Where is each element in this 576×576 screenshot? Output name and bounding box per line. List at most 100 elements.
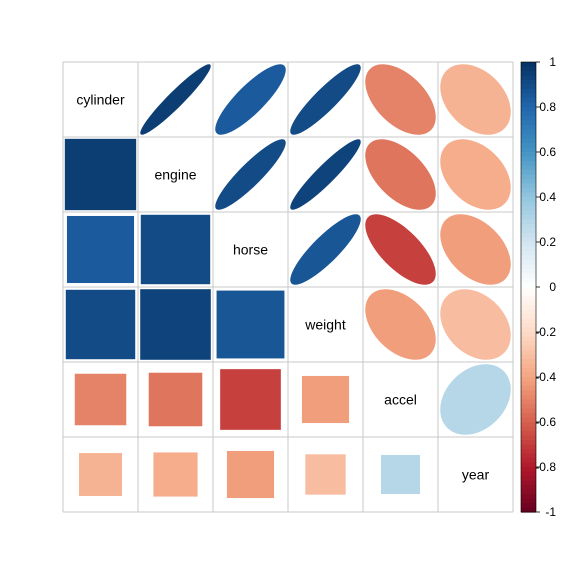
colorbar-band	[521, 345, 536, 351]
colorbar-band	[521, 84, 536, 90]
colorbar-band	[521, 440, 536, 446]
colorbar-band	[521, 107, 536, 113]
ellipse-cylinder-horse	[215, 64, 286, 135]
colorbar-band	[521, 278, 536, 284]
colorbar-band	[521, 147, 536, 153]
colorbar-band	[521, 395, 536, 401]
colorbar-tick-label: 0.4	[539, 190, 556, 204]
square-weight-horse	[215, 289, 286, 360]
colorbar-band	[521, 480, 536, 486]
colorbar-band	[521, 255, 536, 261]
colorbar-tick-label: 0	[549, 280, 556, 294]
square-accel-horse	[219, 368, 282, 431]
colorbar-band	[521, 341, 536, 347]
colorbar-tick-label: -0.4	[535, 370, 556, 384]
colorbar-band	[521, 228, 536, 234]
colorbar-band	[521, 183, 536, 189]
colorbar-band	[521, 386, 536, 392]
colorbar-band	[521, 291, 536, 297]
colorbar-band	[521, 296, 536, 302]
square-year-cylinder	[78, 452, 123, 497]
colorbar-band	[521, 332, 536, 338]
colorbar-band	[521, 62, 536, 68]
square-weight-cylinder	[64, 288, 137, 361]
colorbar-band	[521, 327, 536, 333]
colorbar-band	[521, 287, 536, 293]
colorbar-band	[521, 467, 536, 473]
colorbar-tick-label: 0.8	[539, 100, 556, 114]
colorbar-band	[521, 408, 536, 414]
colorbar-band	[521, 269, 536, 275]
variable-label-accel: accel	[384, 392, 417, 408]
square-accel-engine	[147, 371, 204, 428]
colorbar-band	[521, 201, 536, 207]
colorbar-band	[521, 476, 536, 482]
diagonal-labels: cylinder engine horse weight accel year	[76, 92, 489, 483]
colorbar-band	[521, 363, 536, 369]
colorbar-band	[521, 377, 536, 383]
colorbar-tick-label: 0.2	[539, 235, 556, 249]
colorbar-band	[521, 453, 536, 459]
colorbar-band	[521, 129, 536, 135]
colorbar-band	[521, 426, 536, 432]
colorbar-band	[521, 170, 536, 176]
colorbar-band	[521, 192, 536, 198]
colorbar-band	[521, 143, 536, 149]
colorbar-band	[521, 435, 536, 441]
colorbar-band	[521, 125, 536, 131]
colorbar-band	[521, 350, 536, 356]
ellipse-cylinder-engine	[140, 64, 211, 135]
colorbar-band	[521, 444, 536, 450]
colorbar-band	[521, 156, 536, 162]
colorbar-band	[521, 273, 536, 279]
ellipse-engine-weight	[290, 139, 361, 210]
square-year-engine	[152, 451, 199, 498]
square-engine-cylinder	[63, 137, 138, 212]
colorbar-band	[521, 305, 536, 311]
variable-label-year: year	[462, 467, 490, 483]
colorbar-band	[521, 219, 536, 225]
colorbar-band	[521, 89, 536, 95]
square-horse-engine	[139, 213, 212, 286]
colorbar-band	[521, 71, 536, 77]
colorbar-band	[521, 75, 536, 81]
colorbar-band	[521, 390, 536, 396]
colorbar-band	[521, 413, 536, 419]
colorbar-band	[521, 507, 536, 513]
colorbar-tick-label: -0.8	[535, 460, 556, 474]
colorbar-band	[521, 264, 536, 270]
square-year-horse	[225, 449, 276, 500]
colorbar-band	[521, 120, 536, 126]
colorbar-band	[521, 359, 536, 365]
colorbar-band	[521, 354, 536, 360]
colorbar-band	[521, 494, 536, 500]
ellipse-horse-year	[440, 214, 511, 285]
colorbar-band	[521, 246, 536, 252]
colorbar-band	[521, 368, 536, 374]
square-accel-cylinder	[73, 372, 128, 427]
colorbar-band	[521, 233, 536, 239]
colorbar-band	[521, 458, 536, 464]
colorbar-band	[521, 251, 536, 257]
colorbar-band	[521, 300, 536, 306]
variable-label-horse: horse	[233, 242, 268, 258]
square-year-weight	[304, 453, 347, 496]
colorbar-band	[521, 471, 536, 477]
colorbar-band	[521, 372, 536, 378]
colorbar-band	[521, 485, 536, 491]
ellipse-engine-horse	[215, 139, 286, 210]
colorbar-tick-label: -1	[545, 505, 556, 519]
colorbar-band	[521, 174, 536, 180]
colorbar-band	[521, 179, 536, 185]
ellipse-cylinder-year	[440, 64, 511, 135]
colorbar-band	[521, 449, 536, 455]
ellipse-weight-accel	[365, 289, 436, 360]
ellipse-engine-accel	[365, 139, 436, 210]
ellipse-weight-year	[440, 289, 511, 360]
colorbar-band	[521, 314, 536, 320]
colorbar-band	[521, 66, 536, 72]
colorbar-band	[521, 381, 536, 387]
colorbar-band	[521, 224, 536, 230]
colorbar-band	[521, 462, 536, 468]
